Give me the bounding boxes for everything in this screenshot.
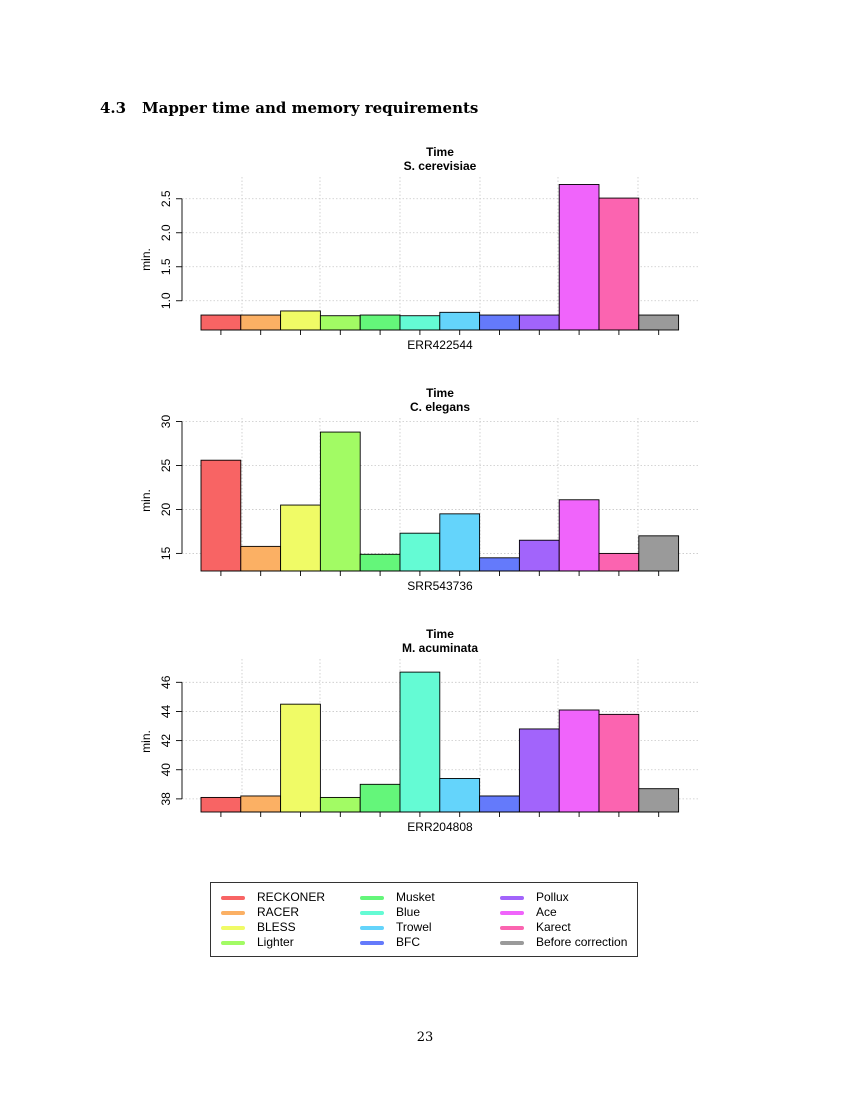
bar-lighter: [319, 431, 361, 572]
legend-swatch: [500, 896, 524, 900]
legend-swatch: [500, 911, 524, 915]
bar-racer: [240, 545, 282, 572]
legend: RECKONER RACER BLESS Lighter Musket Blue Trowe…: [210, 882, 638, 957]
legend-label: Trowel: [396, 920, 432, 934]
bar-blue: [399, 671, 441, 813]
bar-before-correction: [638, 535, 680, 572]
legend-label: BFC: [396, 935, 420, 949]
bar-reckoner: [200, 459, 242, 572]
bar-bless: [280, 703, 321, 813]
legend-swatch: [360, 911, 384, 915]
bar-lighter: [319, 796, 361, 813]
bar-racer: [240, 795, 282, 813]
legend-swatch: [221, 926, 245, 930]
bar-blue: [399, 315, 441, 331]
bar-musket: [359, 783, 401, 813]
y-tick-label: 1.0: [159, 292, 173, 309]
bar-bfc: [479, 557, 520, 572]
chart-subtitle: C. elegans: [410, 400, 470, 414]
y-axis-label: min.: [139, 489, 153, 512]
bar-trowel: [439, 513, 481, 572]
legend-label: Pollux: [536, 890, 569, 904]
y-axis-label: min.: [139, 730, 153, 753]
bar-ace: [558, 709, 600, 813]
y-tick-label: 15: [159, 546, 173, 560]
bar-karect: [598, 713, 640, 813]
legend-label: Ace: [536, 905, 557, 919]
y-tick-label: 42: [159, 734, 173, 748]
bar-pollux: [518, 314, 560, 331]
y-axis-label: min.: [139, 248, 153, 271]
legend-swatch: [221, 911, 245, 915]
y-tick-label: 46: [159, 675, 173, 689]
legend-swatch: [360, 896, 384, 900]
bar-before-correction: [638, 788, 680, 813]
bar-reckoner: [200, 314, 242, 331]
legend-swatch: [221, 941, 245, 945]
legend-label: Karect: [536, 920, 571, 934]
bar-lighter: [319, 315, 361, 331]
bar-before-correction: [638, 314, 680, 331]
y-tick-label: 25: [159, 458, 173, 472]
y-tick-label: 38: [159, 792, 173, 806]
y-tick-label: 30: [159, 415, 173, 429]
chart-subtitle: S. cerevisiae: [404, 159, 477, 173]
chart-subtitle: M. acuminata: [402, 641, 478, 655]
legend-swatch: [500, 941, 524, 945]
x-axis-label: ERR422544: [407, 338, 473, 352]
legend-swatch: [500, 926, 524, 930]
bar-bfc: [479, 314, 520, 331]
bar-ace: [558, 499, 600, 572]
bar-musket: [359, 553, 401, 572]
bar-musket: [359, 314, 401, 331]
x-axis-label: ERR204808: [407, 820, 473, 834]
y-tick-label: 20: [159, 502, 173, 516]
legend-label: Musket: [396, 890, 435, 904]
bar-bless: [280, 504, 321, 572]
chart-title: Time: [426, 145, 454, 159]
bar-bless: [280, 310, 321, 331]
y-tick-label: 2.0: [159, 224, 173, 241]
bar-racer: [240, 314, 282, 331]
legend-label: Lighter: [257, 935, 294, 949]
bar-pollux: [518, 539, 560, 572]
x-axis-label: SRR543736: [407, 579, 473, 593]
bar-blue: [399, 532, 441, 572]
bar-ace: [558, 184, 600, 331]
bar-bfc: [479, 795, 520, 813]
legend-label: RECKONER: [257, 890, 326, 904]
bar-pollux: [518, 728, 560, 813]
bar-karect: [598, 552, 640, 572]
legend-label: RACER: [257, 905, 300, 919]
bar-karect: [598, 197, 640, 331]
legend-label: BLESS: [257, 920, 296, 934]
y-tick-label: 44: [159, 704, 173, 718]
chart-title: Time: [426, 627, 454, 641]
bar-trowel: [439, 778, 481, 813]
bar-reckoner: [200, 796, 242, 813]
y-tick-label: 40: [159, 763, 173, 777]
chart-title: Time: [426, 386, 454, 400]
legend-label: Blue: [396, 905, 421, 919]
gridlines: [182, 177, 698, 330]
section-number: 4.3: [100, 99, 127, 117]
section-title: Mapper time and memory requirements: [142, 99, 479, 117]
y-tick-label: 1.5: [159, 258, 173, 275]
legend-swatch: [221, 896, 245, 900]
y-tick-label: 2.5: [159, 190, 173, 207]
legend-label: Before correction: [536, 935, 628, 949]
page-number: 23: [416, 1030, 434, 1045]
legend-swatch: [360, 926, 384, 930]
bar-trowel: [439, 311, 481, 331]
section-heading: 4.3 Mapper time and memory requirements: [100, 99, 478, 117]
legend-swatch: [360, 941, 384, 945]
